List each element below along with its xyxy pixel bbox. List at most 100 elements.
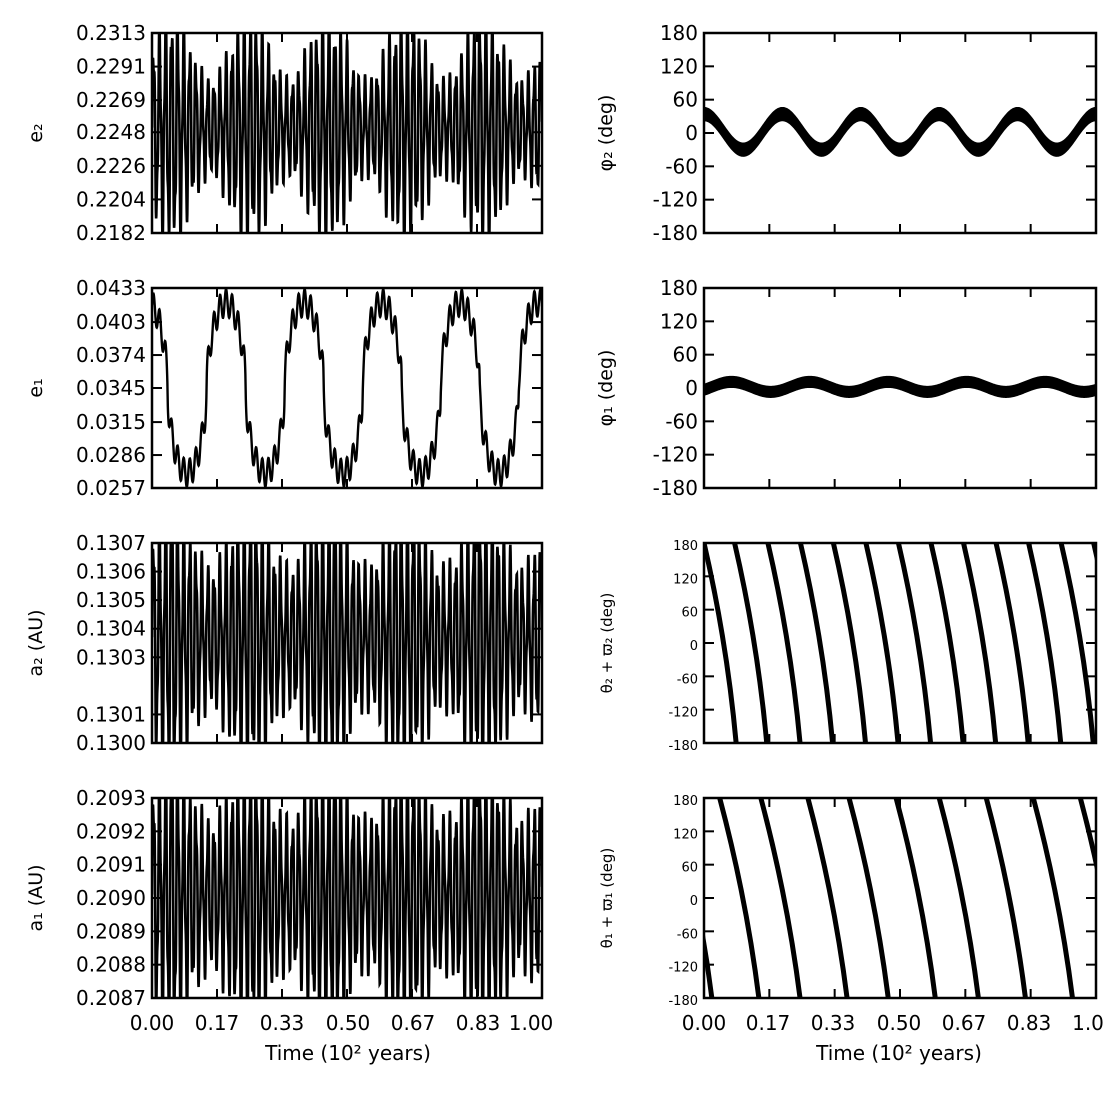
- panel-a1: 0.2093 0.2092 0.2091 0.2090 0.2089 0.2088 0.20…: [25, 786, 544, 1010]
- y-tick-label: 60: [673, 88, 698, 112]
- y-tick-label: 180: [673, 794, 698, 809]
- x-tick-label: 0.17: [195, 1011, 240, 1035]
- series-line: [152, 543, 542, 743]
- series-line: [863, 543, 901, 743]
- series-line: [936, 798, 981, 998]
- y-tick-label: 0.0433: [76, 276, 146, 300]
- series-line: [993, 543, 1031, 743]
- y-tick-label: 0.0345: [76, 376, 146, 400]
- y-tick-label: -120: [668, 961, 698, 976]
- y-tick-label: 0.2090: [76, 886, 146, 910]
- y-tick-label: -180: [653, 221, 698, 245]
- x-tick-label: 0.33: [260, 1011, 305, 1035]
- y-tick-label: 0.0286: [76, 443, 146, 467]
- y-tick-label: -120: [653, 443, 698, 467]
- y-tick-label: 0.2313: [76, 21, 146, 45]
- series-line: [1026, 543, 1064, 743]
- data-layer: [152, 798, 542, 998]
- y-tick-label: 0.1307: [76, 531, 146, 555]
- y-tick-label: 0.0257: [76, 476, 146, 500]
- panel-phi2: 180 120 60 0 -60 -120 -180 φ₂ (deg): [595, 21, 1098, 245]
- data-layer: [704, 543, 1096, 743]
- series-line: [928, 543, 966, 743]
- x-tick-label: 0.67: [942, 1011, 987, 1035]
- panel-e2: 0.2313 0.2291 0.2269 0.2248 0.2226 0.2204 0.21…: [25, 21, 544, 245]
- data-layer: [704, 106, 1096, 157]
- series-line: [983, 798, 1028, 998]
- data-layer: [152, 543, 542, 743]
- y-axis-label: φ₂ (deg): [595, 95, 617, 172]
- y-tick-label: 0.1305: [76, 588, 146, 612]
- panel-e1: 0.0433 0.0403 0.0374 0.0345 0.0315 0.0286 0.02…: [25, 276, 544, 500]
- y-tick-label: 180: [660, 276, 698, 300]
- y-tick-label: 0.1301: [76, 702, 146, 726]
- y-tick-label: 180: [673, 539, 698, 554]
- y-tick-label: 120: [673, 827, 698, 842]
- series-line: [805, 798, 850, 998]
- x-tick-label: 0.50: [326, 1011, 371, 1035]
- series-line: [830, 543, 868, 743]
- x-tick-label: 0.00: [682, 1011, 727, 1035]
- panel-theta2: 180 120 60 0 -60 -120 -180 θ₂ + ϖ₂ (deg): [598, 539, 1098, 754]
- series-line: [846, 798, 891, 998]
- y-tick-label: 0: [690, 894, 698, 909]
- x-tick-label: 0.33: [811, 1011, 856, 1035]
- y-axis-label: a₂ (AU): [25, 609, 47, 676]
- series-line: [1058, 543, 1096, 743]
- series-line: [717, 798, 762, 998]
- y-tick-label: 0.2092: [76, 819, 146, 843]
- x-tick-label: 0.50: [877, 1011, 922, 1035]
- y-tick-label: 0.2204: [76, 187, 146, 211]
- y-axis-label: θ₂ + ϖ₂ (deg): [598, 593, 616, 694]
- series-line: [1077, 798, 1096, 875]
- series-line: [732, 543, 770, 743]
- y-tick-label: -60: [677, 927, 698, 942]
- x-tick-label: 0.83: [456, 1011, 501, 1035]
- y-tick-label: 0.2226: [76, 154, 146, 178]
- y-tick-label: 0.2087: [76, 986, 146, 1010]
- y-tick-label: 0.2248: [76, 120, 146, 144]
- y-tick-label: -120: [653, 188, 698, 212]
- y-tick-label: 0.2089: [76, 919, 146, 943]
- data-layer: [704, 375, 1096, 398]
- y-axis-label: a₁ (AU): [25, 864, 47, 931]
- y-tick-label: 180: [660, 21, 698, 45]
- y-tick-label: 0.0374: [76, 343, 146, 367]
- y-tick-label: 0.2088: [76, 953, 146, 977]
- x-tick-label: 0.00: [130, 1011, 175, 1035]
- x-tick-label: 1.0: [1072, 1011, 1104, 1035]
- series-line: [893, 798, 938, 998]
- y-tick-label: 0.0315: [76, 410, 146, 434]
- right-time-axis-labels: 0.00 0.17 0.33 0.50 0.67 0.83 1.0 Time (…: [682, 1011, 1104, 1065]
- panel-theta1: 180 120 60 0 -60 -120 -180 θ₁ + ϖ₁ (deg): [598, 794, 1098, 1009]
- y-tick-label: -120: [668, 706, 698, 721]
- series-line: [704, 928, 715, 998]
- y-tick-label: 0.1300: [76, 731, 146, 755]
- x-tick-label: 1.00: [509, 1011, 554, 1035]
- y-tick-label: 0.1304: [76, 617, 146, 641]
- series-band: [704, 375, 1096, 398]
- y-tick-label: 0.2269: [76, 88, 146, 112]
- y-tick-label: 0.2291: [76, 55, 146, 79]
- y-tick-label: 0.1306: [76, 560, 146, 584]
- y-tick-label: -60: [665, 409, 698, 433]
- y-tick-label: -180: [653, 476, 698, 500]
- y-tick-label: -60: [665, 154, 698, 178]
- y-tick-label: 0: [690, 639, 698, 654]
- y-tick-label: 0.2182: [76, 221, 146, 245]
- data-layer: [704, 798, 1096, 998]
- y-tick-label: 120: [660, 54, 698, 78]
- y-tick-label: 0: [685, 376, 698, 400]
- y-tick-label: 60: [681, 606, 698, 621]
- left-time-axis-labels: 0.00 0.17 0.33 0.50 0.67 0.83 1.00 Time …: [130, 1011, 554, 1065]
- series-line: [152, 798, 542, 998]
- data-layer: [152, 288, 542, 488]
- y-tick-label: -180: [668, 994, 698, 1009]
- y-axis-label: e₂: [25, 123, 47, 142]
- series-line: [797, 543, 836, 743]
- y-tick-label: 0.1303: [76, 645, 146, 669]
- series-line: [152, 288, 542, 488]
- y-tick-label: 60: [681, 861, 698, 876]
- x-axis-label: Time (10² years): [815, 1041, 982, 1065]
